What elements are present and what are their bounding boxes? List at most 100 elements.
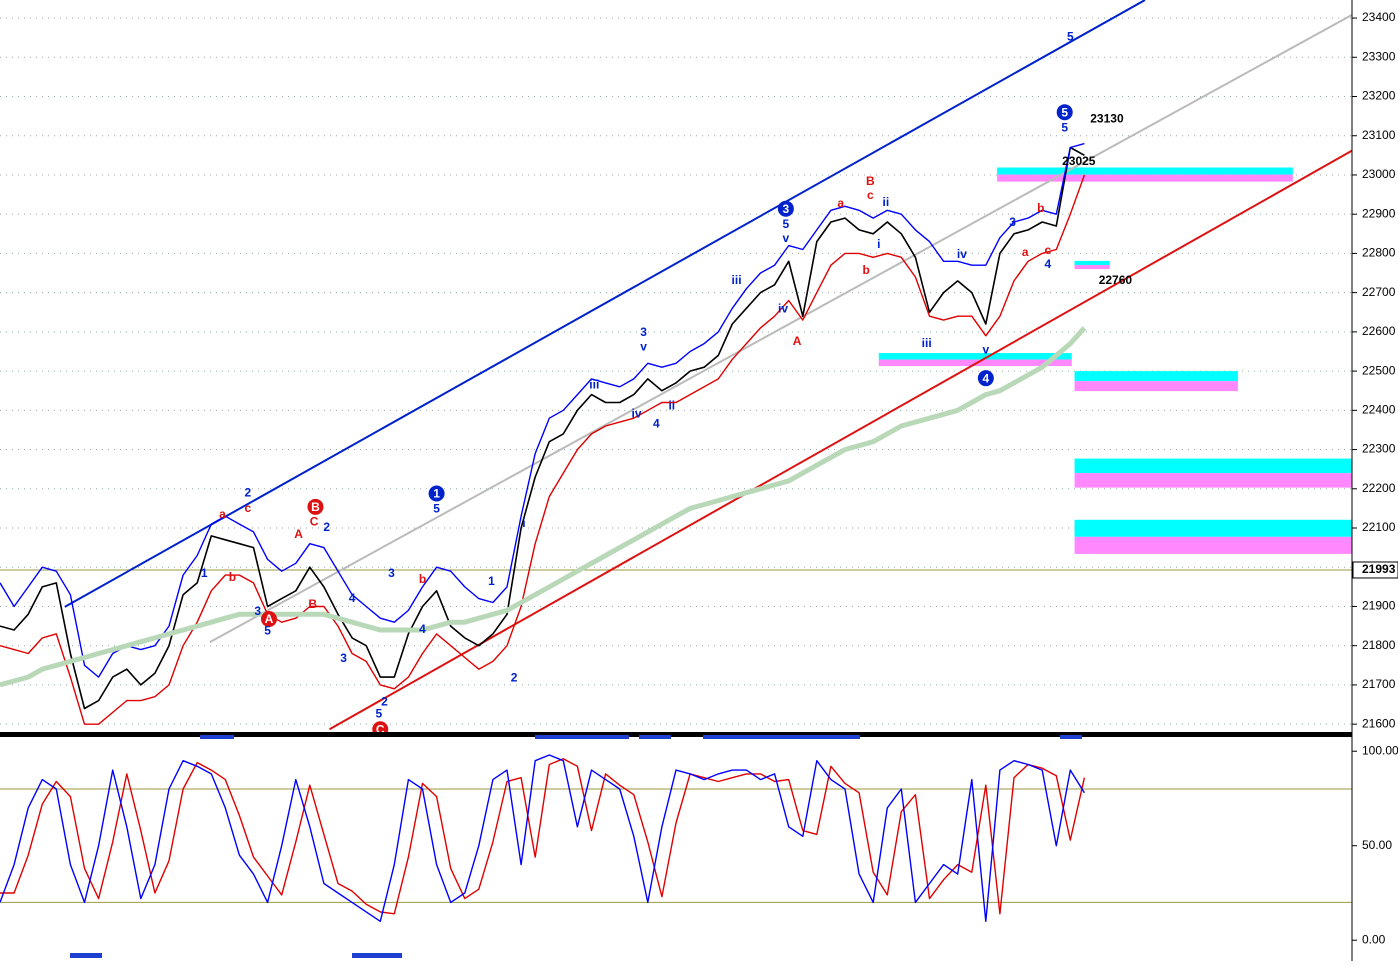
annotation: i [877,237,880,251]
annotation: ii [668,399,675,413]
y-tick-label: 23400 [1362,10,1396,24]
annotation: 1 [201,566,208,580]
annotation: a [219,507,226,521]
annotation: 4 [349,591,356,605]
last-price-label: 21993 [1362,562,1396,576]
y-tick-label: 22100 [1362,520,1396,534]
annotation: b [862,263,869,277]
zone-upper [1074,458,1352,474]
annotation: b [1037,201,1044,215]
annotation-circle [307,498,324,515]
signal-strip [200,735,234,739]
annotation: c [245,501,252,515]
signal-strip [70,953,102,958]
annotation: b [419,572,426,586]
annotation: 22760 [1099,273,1133,287]
annotation: iii [922,336,932,350]
annotation: 4 [1044,257,1051,271]
annotation: B [311,500,320,514]
annotation: 3 [640,325,647,339]
annotation: 3 [388,566,395,580]
zone-lower [1074,264,1110,270]
y-tick-label: 22700 [1362,285,1396,299]
zone-upper [878,353,1072,360]
y-tick-label: 21800 [1362,638,1396,652]
annotation-circle [428,485,445,502]
annotation: 1 [488,574,495,588]
annotation: a [837,196,844,210]
signal-strip [703,735,860,739]
y-tick-label: 22400 [1362,402,1396,416]
zone-lower [997,174,1293,182]
zone-upper [1074,371,1238,382]
series-line [0,326,1087,688]
annotation: 5 [433,502,440,516]
y-tick-label: 23200 [1362,89,1396,103]
y-tick-label: 0.00 [1362,932,1386,946]
zone-upper [1074,519,1352,537]
annotation: C [310,515,319,529]
annotation-circle [260,611,277,628]
y-tick-label: 23000 [1362,167,1396,181]
annotation: 5 [1061,120,1068,134]
annotation: ii [883,195,890,209]
annotation: c [867,188,874,202]
annotation: i [522,516,525,530]
signal-strip [535,735,629,739]
annotation: 2 [245,486,252,500]
annotation: iv [957,247,967,261]
annotation: v [640,339,647,353]
last-price-box [1352,561,1398,579]
annotation-circle [372,721,389,732]
annotation-circle [977,370,994,387]
annotation: 2 [323,520,330,534]
annotation: A [793,334,802,348]
annotation: iii [732,273,742,287]
series-line [0,142,1085,678]
annotation: 5 [1067,29,1074,43]
annotation: 3 [783,202,790,216]
signal-strip [639,735,671,739]
trend-line [64,0,1146,608]
series-line [0,174,1086,725]
annotation: 3 [1009,215,1016,229]
annotation: v [783,231,790,245]
annotation: C [376,722,385,736]
y-tick-label: 23100 [1362,128,1396,142]
panel-separator [0,732,1352,737]
annotation: b [229,570,236,584]
annotation: B [308,597,317,611]
annotation: 3 [254,604,261,618]
zone-lower [1074,381,1238,392]
oscillator-panel [0,754,1352,922]
annotation: A [265,612,274,626]
annotation: 5 [1061,105,1068,119]
annotation: iii [589,377,599,391]
annotation: 1 [433,487,440,501]
y-tick-label: 22900 [1362,206,1396,220]
annotation: a [1022,245,1029,259]
axis-background [1352,0,1398,961]
y-tick-label: 22600 [1362,324,1396,338]
y-tick-label: 23300 [1362,49,1396,63]
annotation-circle [1056,104,1073,121]
annotation: B [866,174,875,188]
annotation-circle [777,200,794,217]
annotation: c [1044,243,1051,257]
annotation: 3 [340,651,347,665]
annotation: 23025 [1062,154,1096,168]
annotation: iv [632,406,642,420]
y-tick-label: 22500 [1362,363,1396,377]
annotation: 2 [381,694,388,708]
trend-line [329,149,1352,731]
y-tick-label: 22200 [1362,481,1396,495]
signal-strip [352,953,402,958]
annotation: 4 [653,417,660,431]
zone-upper [1074,260,1110,265]
zone-lower [1074,536,1352,554]
annotation: 2 [511,670,518,684]
zone-upper [997,167,1293,175]
y-tick-label: 21900 [1362,599,1396,613]
